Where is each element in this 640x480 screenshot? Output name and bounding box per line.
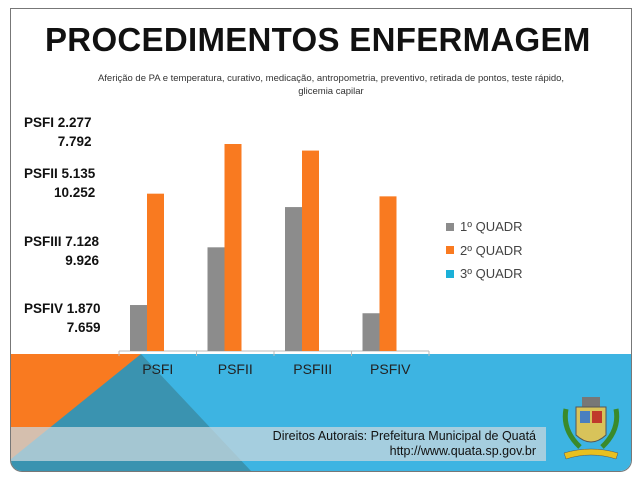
side-label-line2: 7.792 bbox=[57, 134, 92, 149]
page-title: PROCEDIMENTOS ENFERMAGEM bbox=[45, 21, 591, 58]
legend-label: 1º QUADR bbox=[460, 219, 523, 235]
side-label-psfiii: PSFIII 7.128 9.926 bbox=[24, 232, 99, 270]
legend: 1º QUADR 2º QUADR 3º QUADR bbox=[446, 215, 523, 286]
legend-swatch bbox=[446, 246, 454, 255]
bar-chart: PSFI PSFII PSFIII PSFIV bbox=[118, 144, 430, 377]
side-label-line1: PSFII 5.135 bbox=[24, 166, 96, 181]
bar-psfiv-series-2 bbox=[379, 196, 397, 351]
bar-psfiii-series-2 bbox=[302, 150, 319, 351]
side-label-line2: 10.252 bbox=[54, 185, 96, 200]
side-label-line1: PSFIII 7.128 bbox=[24, 234, 100, 249]
slide: Direitos Autorais: Prefeitura Municipal … bbox=[10, 8, 632, 472]
side-label-line2: 9.926 bbox=[65, 253, 100, 268]
side-label-psfiv: PSFIV 1.870 7.659 bbox=[24, 299, 101, 337]
credits-strip: Direitos Autorais: Prefeitura Municipal … bbox=[11, 427, 546, 461]
side-label-line1: PSFIV 1.870 bbox=[24, 301, 101, 316]
credits-url[interactable]: http://www.quata.sp.gov.br bbox=[389, 444, 536, 458]
x-tick-label: PSFIV bbox=[370, 361, 411, 377]
bar-psfi-series-1 bbox=[130, 305, 147, 351]
bar-psfiv-series-1 bbox=[362, 313, 380, 351]
bar-psfiii-series-1 bbox=[285, 207, 302, 351]
legend-item: 1º QUADR bbox=[446, 215, 523, 239]
legend-item: 3º QUADR bbox=[446, 262, 523, 286]
side-label-line1: PSFI 2.277 bbox=[24, 115, 92, 130]
city-crest-logo bbox=[562, 397, 620, 460]
side-label-psfii: PSFII 5.135 10.252 bbox=[24, 164, 95, 202]
bar-psfi-series-2 bbox=[147, 193, 164, 351]
legend-label: 2º QUADR bbox=[460, 242, 523, 258]
side-label-line2: 7.659 bbox=[66, 320, 101, 335]
bar-psfii-series-2 bbox=[224, 144, 242, 351]
credits-text: Direitos Autorais: Prefeitura Municipal … bbox=[272, 429, 536, 443]
x-tick-label: PSFII bbox=[218, 361, 253, 377]
x-tick-label: PSFIII bbox=[293, 361, 332, 377]
bar-psfii-series-1 bbox=[207, 247, 225, 351]
legend-swatch bbox=[446, 222, 454, 231]
legend-label: 3º QUADR bbox=[460, 266, 523, 282]
legend-item: 2º QUADR bbox=[446, 239, 523, 263]
legend-swatch bbox=[446, 269, 454, 278]
x-tick-label: PSFI bbox=[142, 361, 173, 377]
chart-title: Aferição de PA e temperatura, curativo, … bbox=[97, 73, 565, 97]
side-label-psfi: PSFI 2.277 7.792 bbox=[24, 113, 92, 151]
